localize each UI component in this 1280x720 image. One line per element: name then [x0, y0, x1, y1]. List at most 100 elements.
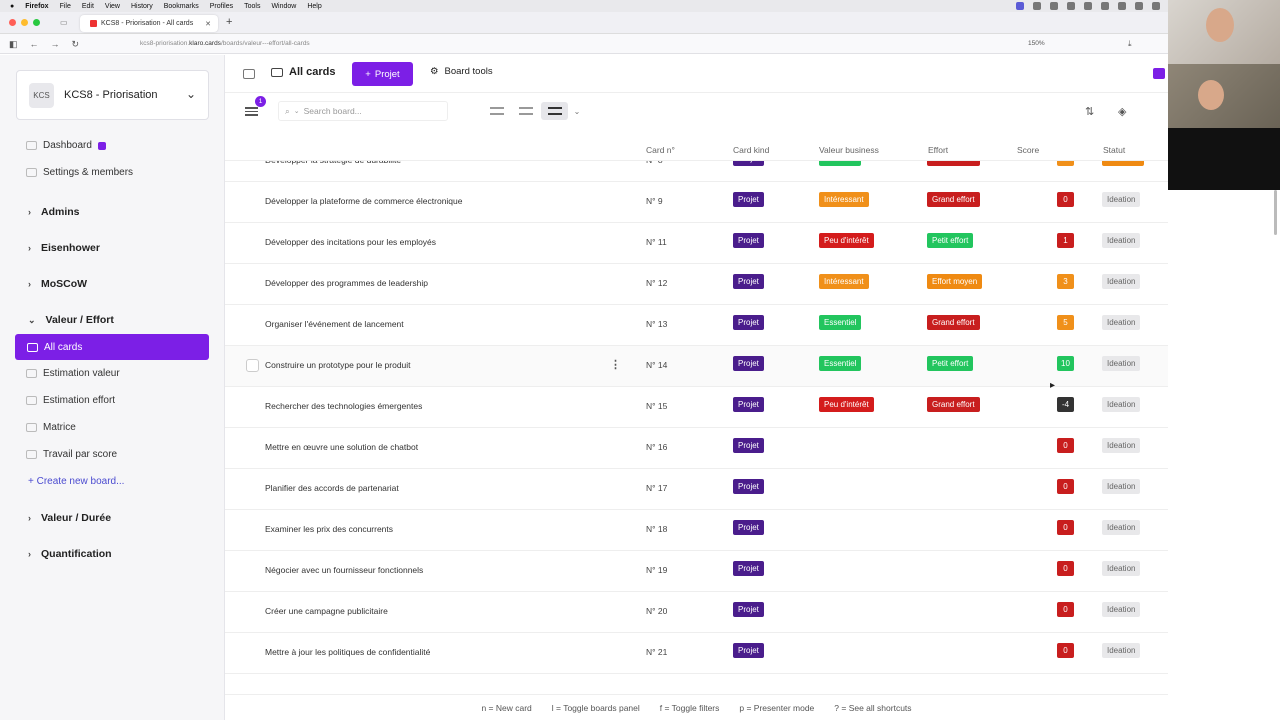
table-row[interactable]: Créer une campagne publicitaire N° 20 Proj… — [225, 592, 1168, 633]
row-checkbox[interactable] — [246, 359, 259, 372]
table-row[interactable]: Développer la plateforme de commerce éle… — [225, 182, 1168, 223]
table-row[interactable]: Rechercher des technologies émergentes N°… — [225, 387, 1168, 428]
card-kind-badge[interactable]: Projet — [733, 438, 764, 453]
card-title[interactable]: Développer la plateforme de commerce éle… — [265, 196, 463, 206]
table-row[interactable]: ⋮ Construire un prototype pour le produit… — [225, 346, 1168, 387]
grid-view-button[interactable] — [512, 102, 539, 120]
status-badge[interactable]: Ideation — [1102, 438, 1141, 453]
card-kind-badge[interactable]: Projet — [733, 397, 764, 412]
status-badge[interactable]: En cours — [1102, 161, 1144, 166]
effort-badge[interactable]: Grand effort — [927, 397, 980, 412]
status-badge[interactable]: Ideation — [1102, 561, 1141, 576]
list-view-button[interactable] — [541, 102, 568, 120]
card-title[interactable]: Construire un prototype pour le produit — [265, 360, 411, 370]
apple-icon[interactable]: ● — [10, 2, 15, 10]
card-title[interactable]: Planifier des accords de partenariat — [265, 483, 399, 493]
card-title[interactable]: Développer la stratégie de durabilité — [265, 161, 401, 165]
status-badge[interactable]: Ideation — [1102, 397, 1141, 412]
new-projet-button[interactable]: + Projet — [352, 62, 413, 86]
card-title[interactable]: Rechercher des technologies émergentes — [265, 401, 423, 411]
status-icon[interactable] — [1033, 2, 1041, 10]
valeur-badge[interactable]: Essentiel — [819, 161, 862, 166]
reload-icon[interactable]: ↻ — [71, 39, 80, 49]
valeur-badge[interactable]: Peu d'intérêt — [819, 397, 874, 412]
card-kind-badge[interactable]: Projet — [733, 161, 764, 166]
kanban-view-button[interactable] — [483, 102, 510, 120]
status-icon[interactable] — [1067, 2, 1075, 10]
effort-badge[interactable]: Grand effort — [927, 315, 980, 330]
card-title[interactable]: Mettre en œuvre une solution de chatbot — [265, 442, 419, 452]
menu-tools[interactable]: Tools — [244, 2, 261, 10]
sort-icon[interactable]: ⇅ — [1085, 106, 1095, 118]
column-header[interactable]: Card kind — [733, 145, 770, 155]
close-tab-icon[interactable]: ✕ — [205, 20, 211, 28]
column-header[interactable]: Statut — [1103, 145, 1126, 155]
back-icon[interactable]: ← — [29, 39, 39, 49]
card-title[interactable]: Développer des programmes de leadership — [265, 278, 429, 288]
column-header[interactable]: Score — [1017, 145, 1040, 155]
card-kind-badge[interactable]: Projet — [733, 233, 764, 248]
menu-help[interactable]: Help — [307, 2, 322, 10]
effort-badge[interactable]: Grand effort — [927, 161, 980, 166]
table-row[interactable]: Négocier avec un fournisseur fonctionnel… — [225, 551, 1168, 592]
table-row[interactable]: Mettre en œuvre une solution de chatbot N… — [225, 428, 1168, 469]
create-board-link[interactable]: + Create new board... — [28, 476, 124, 487]
valeur-badge[interactable]: Intéressant — [819, 274, 869, 289]
filters-button[interactable]: 1 — [245, 96, 266, 116]
table-row[interactable]: Développer des programmes de leadership N… — [225, 264, 1168, 305]
sidebar-group-eisenhower[interactable]: › Eisenhower — [28, 242, 100, 254]
sidebar-item-settings[interactable]: Settings & members — [26, 167, 133, 178]
new-tab-icon[interactable]: + — [226, 16, 233, 28]
chevron-down-icon[interactable]: ⌄ — [573, 106, 581, 116]
card-kind-badge[interactable]: Projet — [733, 356, 764, 371]
zoom-level[interactable]: 150% — [1028, 40, 1045, 47]
tab-overview-icon[interactable]: ▭ — [60, 18, 68, 27]
card-title[interactable]: Examiner les prix des concurrents — [265, 524, 394, 534]
card-kind-badge[interactable]: Projet — [733, 561, 764, 576]
status-badge[interactable]: Ideation — [1102, 315, 1141, 330]
card-kind-badge[interactable]: Projet — [733, 602, 764, 617]
board-tools-button[interactable]: ⚙ Board tools — [430, 66, 493, 77]
card-kind-badge[interactable]: Projet — [733, 192, 764, 207]
table-row[interactable]: Organiser l'événement de lancement N° 13 P… — [225, 305, 1168, 346]
minimize-window-button[interactable] — [21, 19, 28, 26]
card-kind-badge[interactable]: Projet — [733, 479, 764, 494]
megaphone-icon[interactable] — [1153, 68, 1165, 79]
table-row[interactable]: Mettre à jour les politiques de confiden… — [225, 633, 1168, 674]
sidebar-item-estimation-valeur[interactable]: Estimation valeur — [26, 368, 120, 379]
sidebar-group-quantification[interactable]: › Quantification — [28, 548, 112, 560]
effort-badge[interactable]: Grand effort — [927, 192, 980, 207]
status-badge[interactable]: Ideation — [1102, 192, 1141, 207]
sidebar-group-admins[interactable]: › Admins — [28, 206, 80, 218]
status-icon[interactable] — [1101, 2, 1109, 10]
sidebar-toggle-icon[interactable]: ◧ — [9, 39, 18, 49]
valeur-badge[interactable]: Essentiel — [819, 315, 862, 330]
card-kind-badge[interactable]: Projet — [733, 315, 764, 330]
scrollbar[interactable] — [1274, 190, 1277, 235]
valeur-badge[interactable]: Essentiel — [819, 356, 862, 371]
valeur-badge[interactable]: Peu d'intérêt — [819, 233, 874, 248]
maximize-window-button[interactable] — [33, 19, 40, 26]
menu-history[interactable]: History — [130, 2, 153, 10]
card-title[interactable]: Développer des incitations pour les empl… — [265, 237, 437, 247]
dropbox-icon[interactable] — [1050, 2, 1058, 10]
close-window-button[interactable] — [9, 19, 16, 26]
effort-badge[interactable]: Effort moyen — [927, 274, 983, 289]
table-row[interactable]: Développer des incitations pour les empl… — [225, 223, 1168, 264]
more-options-icon[interactable]: ⋮ — [610, 359, 621, 371]
sidebar-item-dashboard[interactable]: Dashboard — [26, 140, 106, 151]
sidebar-group-moscow[interactable]: › MoSCoW — [28, 278, 87, 290]
status-badge[interactable]: Ideation — [1102, 602, 1141, 617]
menu-window[interactable]: Window — [271, 2, 297, 10]
column-header[interactable]: Effort — [928, 145, 949, 155]
paint-bucket-icon[interactable]: ◈ — [1118, 106, 1127, 118]
wifi-icon[interactable] — [1135, 2, 1143, 10]
board-selector[interactable]: KCS KCS8 - Priorisation ⌄ — [16, 70, 209, 120]
menu-app[interactable]: Firefox — [25, 2, 49, 10]
screen-share-icon[interactable] — [1016, 2, 1024, 10]
search-icon[interactable] — [1152, 2, 1160, 10]
effort-badge[interactable]: Petit effort — [927, 233, 974, 248]
menu-bookmarks[interactable]: Bookmarks — [163, 2, 199, 10]
card-kind-badge[interactable]: Projet — [733, 520, 764, 535]
table-row[interactable]: Développer la stratégie de durabilité N° … — [225, 161, 1168, 182]
